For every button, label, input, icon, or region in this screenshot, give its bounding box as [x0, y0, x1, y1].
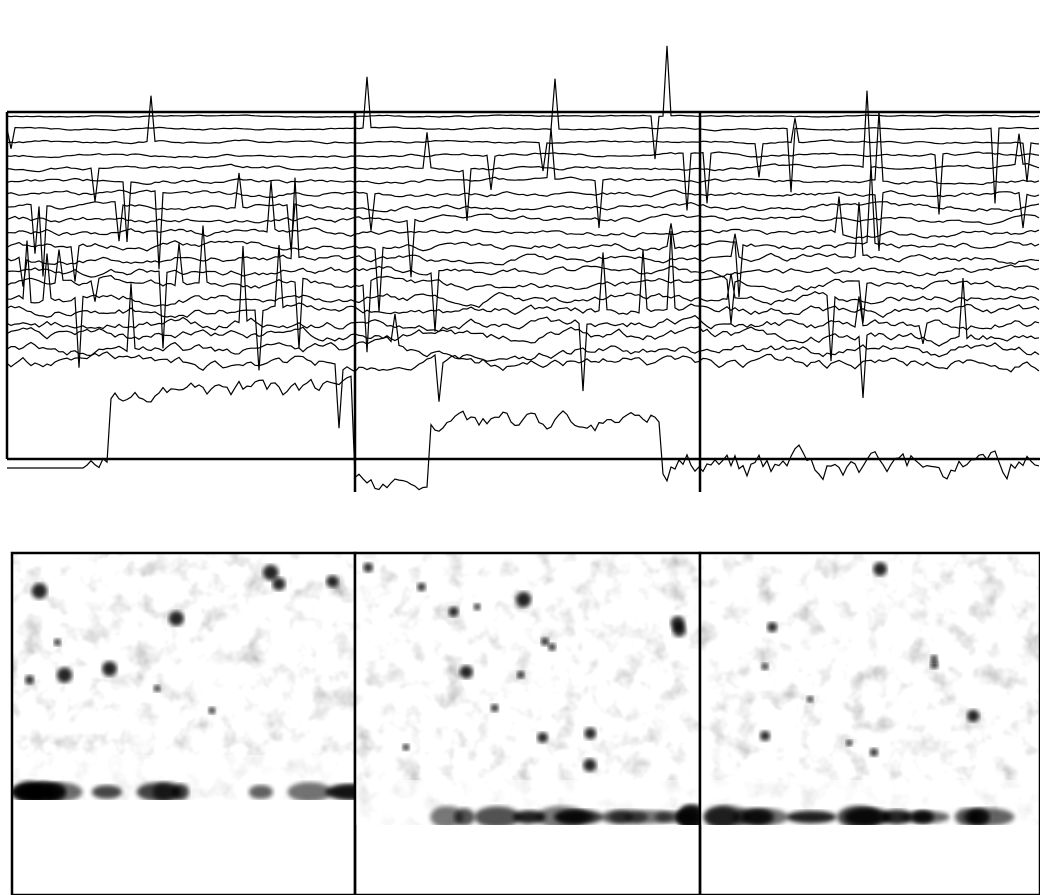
spot — [516, 592, 531, 607]
spot — [491, 704, 499, 712]
spot — [779, 718, 789, 728]
image-tile — [700, 553, 1040, 829]
spot — [130, 671, 136, 677]
trace — [7, 241, 1039, 368]
trace — [7, 278, 1039, 398]
spot — [25, 675, 34, 684]
spot — [169, 611, 184, 626]
spot — [115, 687, 130, 702]
spot — [760, 731, 770, 741]
spot — [392, 740, 400, 748]
spot — [870, 748, 878, 756]
trace — [7, 96, 1039, 182]
spot — [720, 743, 732, 755]
spot — [57, 667, 72, 682]
spot — [449, 607, 459, 617]
streak — [14, 781, 45, 803]
spot — [102, 661, 117, 676]
image-panel — [9, 553, 1040, 895]
streak — [963, 808, 1015, 826]
spot — [191, 693, 198, 700]
streak — [454, 808, 474, 826]
spot — [915, 733, 921, 739]
spot — [272, 578, 285, 591]
streak — [837, 806, 881, 829]
spot — [930, 661, 938, 669]
spot — [138, 742, 150, 754]
image-tile — [9, 553, 376, 803]
spot — [154, 685, 161, 692]
streak — [703, 806, 740, 827]
spot — [767, 622, 777, 632]
spot — [106, 585, 112, 591]
trace — [7, 165, 1039, 312]
trace-panel — [7, 46, 1040, 492]
streak — [556, 810, 603, 824]
spot — [537, 732, 548, 743]
spot — [97, 701, 104, 708]
spot — [326, 575, 338, 587]
spot — [1020, 723, 1028, 731]
spot — [292, 568, 303, 579]
spot — [981, 585, 993, 597]
streak — [287, 782, 331, 802]
spot — [762, 663, 769, 670]
spot — [920, 646, 928, 654]
spot — [208, 707, 215, 714]
streak — [743, 810, 771, 824]
spot — [246, 570, 253, 577]
spot — [873, 562, 887, 576]
spot — [967, 710, 979, 722]
spot — [417, 583, 426, 592]
spot — [430, 643, 436, 649]
image-tile — [355, 553, 711, 829]
streak — [92, 785, 122, 799]
streak — [474, 806, 520, 827]
spot — [583, 759, 596, 772]
spot — [1015, 599, 1025, 609]
spot — [738, 594, 753, 609]
trace — [7, 376, 1039, 490]
spot — [73, 705, 86, 718]
spot — [504, 629, 517, 642]
spot — [548, 643, 556, 651]
spot — [54, 639, 61, 646]
spot — [363, 563, 373, 573]
streak — [674, 811, 697, 823]
spot — [402, 744, 409, 751]
spot — [474, 603, 481, 610]
spot — [584, 728, 596, 740]
spot — [541, 638, 549, 646]
spot — [50, 725, 65, 740]
streak — [137, 783, 179, 801]
streak — [249, 785, 273, 799]
spot — [263, 565, 279, 581]
streak — [786, 811, 836, 824]
spot — [657, 580, 664, 587]
spot — [831, 589, 845, 603]
streak — [609, 810, 647, 824]
spot — [807, 696, 814, 703]
spot — [460, 665, 473, 678]
spot — [504, 621, 512, 629]
spot — [846, 740, 852, 746]
spot — [201, 632, 208, 639]
spot — [517, 671, 525, 679]
spot — [816, 586, 827, 597]
spot — [32, 583, 48, 599]
spot — [944, 684, 956, 696]
spot — [672, 623, 685, 636]
spot — [738, 658, 747, 667]
